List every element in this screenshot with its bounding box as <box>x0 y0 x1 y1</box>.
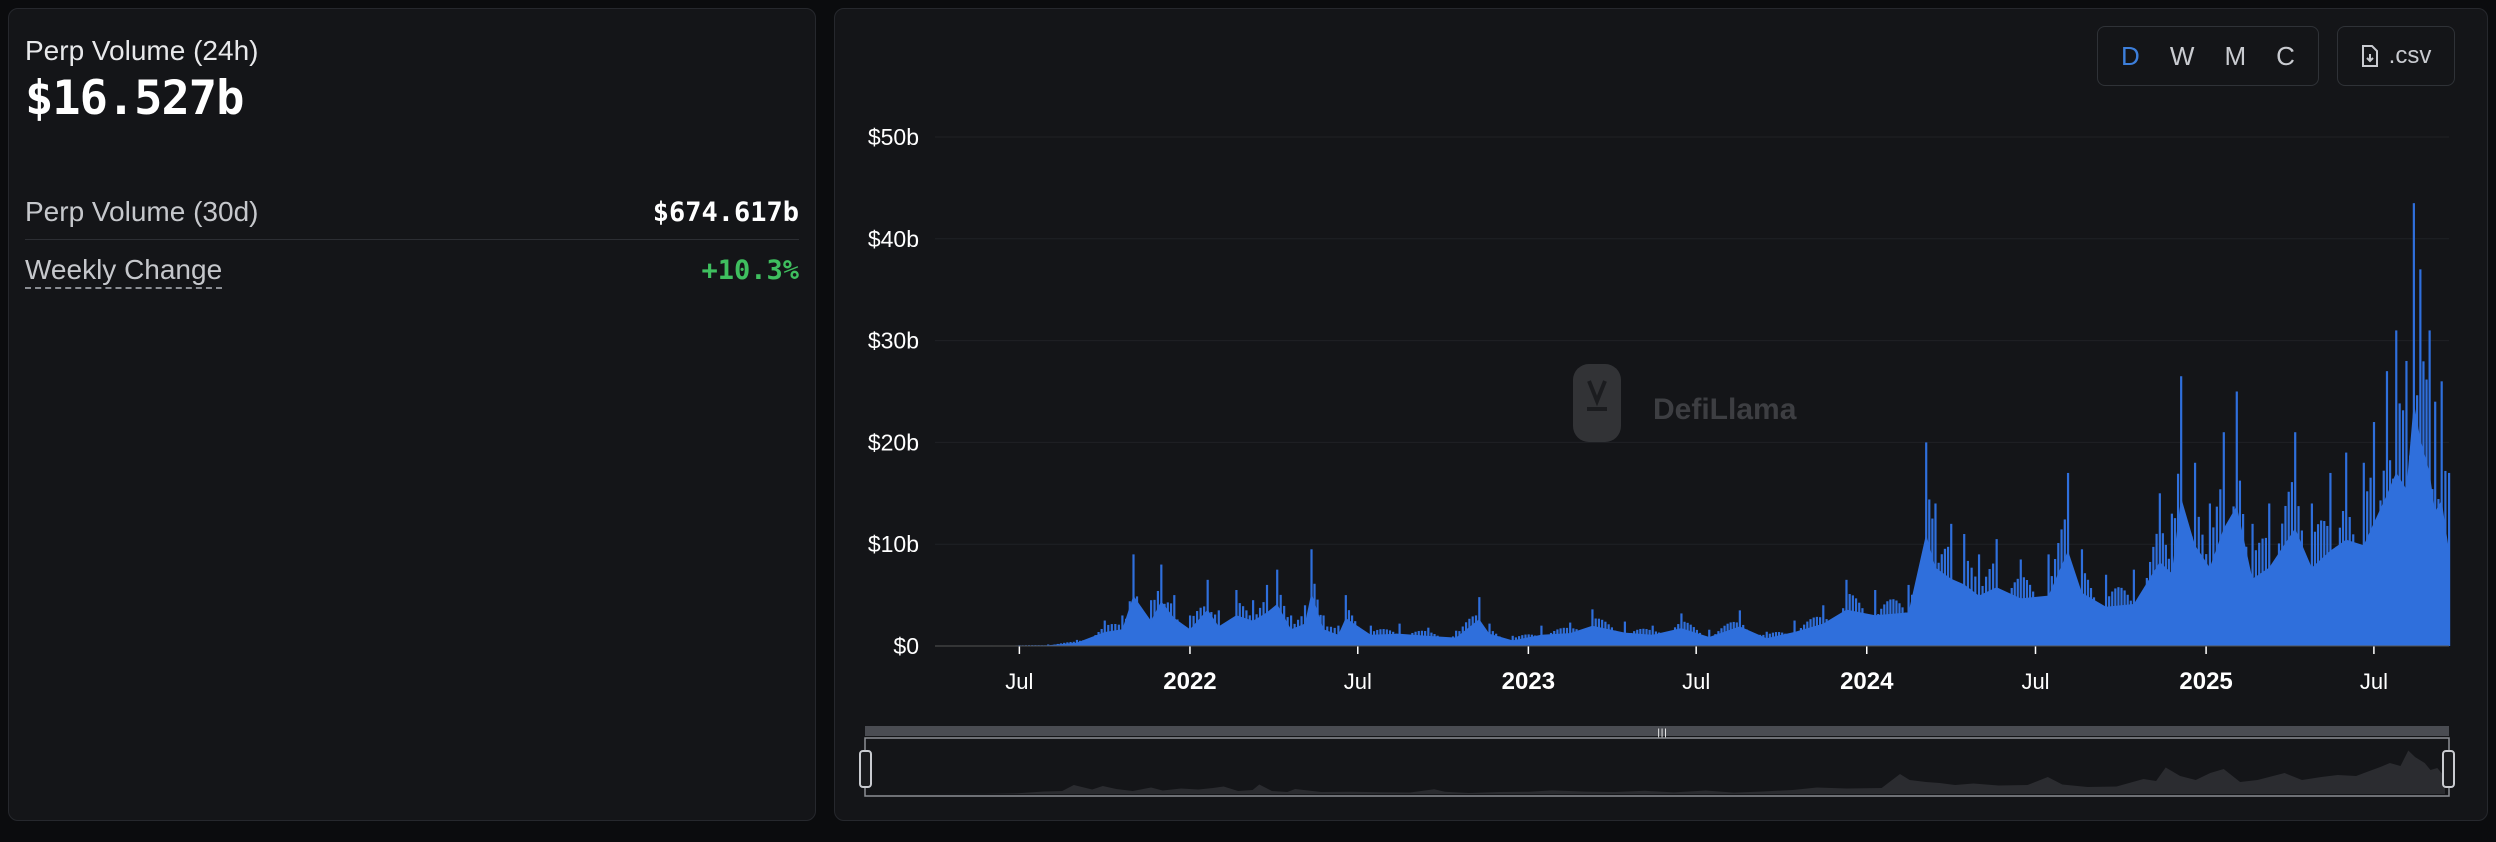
y-tick-label: $10b <box>868 531 919 557</box>
volume-bar <box>2448 472 2451 646</box>
download-file-icon <box>2361 45 2378 67</box>
perp-volume-30d-value: $674.617b <box>652 197 799 228</box>
x-axis-ticks <box>1018 646 2375 654</box>
stats-panel: Perp Volume (24h) $16.527b Perp Volume (… <box>8 8 816 821</box>
x-tick-label: 2022 <box>1163 668 1216 695</box>
granularity-selector: D W M C <box>2097 26 2319 86</box>
y-tick-label: $50b <box>868 124 919 150</box>
slider-grip-icon: ||| <box>1657 728 1667 739</box>
x-tick-label: Jul <box>1005 669 1033 694</box>
perp-volume-24h-value: $16.527b <box>25 71 244 126</box>
weekly-change-label[interactable]: Weekly Change <box>25 254 223 289</box>
slider-top-bar <box>865 726 2449 736</box>
slider-right-handle[interactable] <box>2442 750 2455 788</box>
granularity-monthly-button[interactable]: M <box>2224 40 2247 71</box>
weekly-change-row: Weekly Change +10.3% <box>25 242 799 298</box>
y-tick-label: $30b <box>868 328 919 354</box>
x-tick-label: Jul <box>2360 669 2388 694</box>
watermark-text: DefiLlama <box>1653 393 1797 426</box>
defillama-watermark: DefiLlama <box>1573 364 1797 442</box>
granularity-cumulative-button[interactable]: C <box>2276 40 2295 71</box>
x-tick-label: Jul <box>2021 669 2049 694</box>
volume-chart[interactable]: $0 $10b $20b $30b $40b $50b DefiLlama Jul 2022… <box>835 9 2487 820</box>
download-csv-button[interactable]: .csv <box>2337 26 2455 86</box>
y-tick-label: $40b <box>868 226 919 252</box>
slider-left-handle[interactable] <box>859 750 872 788</box>
y-tick-label: $20b <box>868 429 919 455</box>
volume-series <box>935 402 2449 646</box>
defillama-logo-icon <box>1573 364 1621 442</box>
x-tick-label: Jul <box>1344 669 1372 694</box>
perp-volume-30d-row: Perp Volume (30d) $674.617b <box>25 184 799 240</box>
slider-preview <box>867 750 2445 794</box>
perp-volume-30d-label: Perp Volume (30d) <box>25 196 259 227</box>
x-tick-label: 2025 <box>2179 668 2232 695</box>
granularity-weekly-button[interactable]: W <box>2169 40 2195 71</box>
x-tick-label: Jul <box>1682 669 1710 694</box>
x-axis-labels: Jul 2022 Jul 2023 Jul 2024 Jul 2025 Jul <box>1005 668 2388 695</box>
chart-panel: D W M C .csv $0 $10b $20b $30b $40b $50b Defi… <box>834 8 2488 821</box>
weekly-change-value: +10.3% <box>701 255 799 286</box>
y-tick-label: $0 <box>893 633 919 659</box>
granularity-daily-button[interactable]: D <box>2121 40 2140 71</box>
range-slider[interactable]: ||| <box>859 726 2455 797</box>
download-csv-label: .csv <box>2388 42 2432 69</box>
x-tick-label: 2023 <box>1502 668 1555 695</box>
y-axis-labels: $0 $10b $20b $30b $40b $50b <box>868 124 919 659</box>
perp-volume-24h-label: Perp Volume (24h) <box>25 35 259 66</box>
x-tick-label: 2024 <box>1840 668 1894 695</box>
